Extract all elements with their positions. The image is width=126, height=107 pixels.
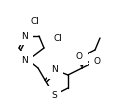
Text: Cl: Cl [31, 16, 39, 25]
Text: O: O [76, 51, 83, 60]
Text: Cl: Cl [54, 33, 63, 42]
Text: N: N [22, 31, 28, 41]
Text: S: S [51, 91, 57, 100]
Text: N: N [21, 56, 28, 65]
Text: N: N [52, 65, 58, 74]
Text: O: O [94, 57, 101, 66]
